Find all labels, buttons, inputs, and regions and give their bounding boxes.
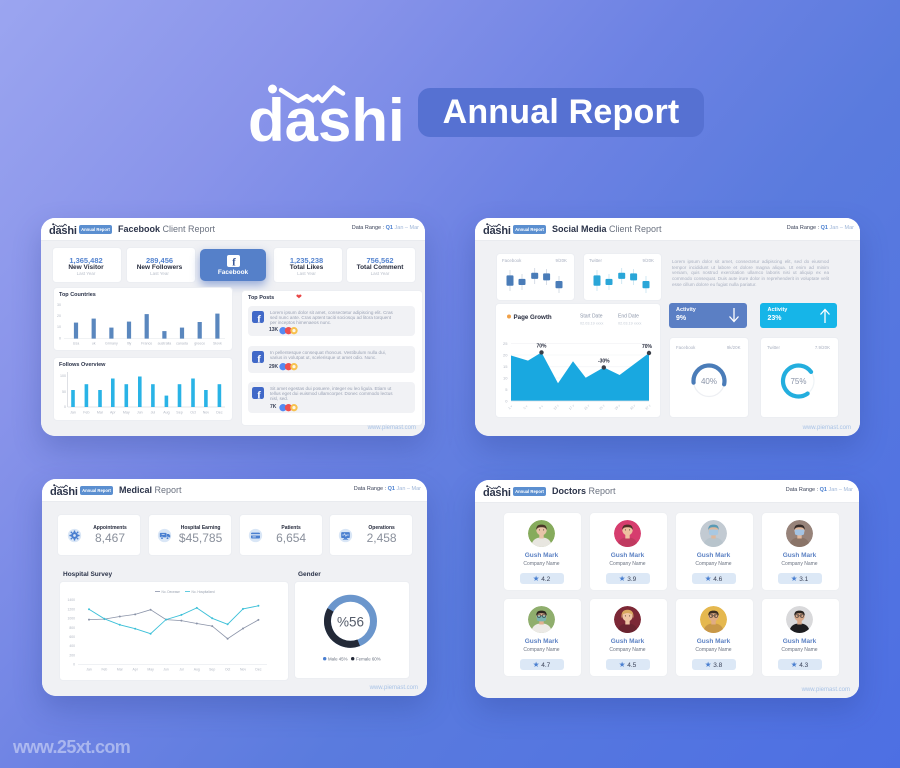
svg-text:7.9/20K: 7.9/20K bbox=[815, 345, 830, 350]
svg-text:Sep: Sep bbox=[176, 411, 182, 415]
svg-text:Apr: Apr bbox=[133, 667, 139, 671]
svg-text:Usa: Usa bbox=[73, 342, 79, 346]
svg-text:End Date: End Date bbox=[618, 314, 639, 320]
svg-text:25: 25 bbox=[503, 341, 508, 346]
svg-text:20: 20 bbox=[503, 353, 508, 358]
svg-text:70%: 70% bbox=[536, 344, 547, 350]
svg-text:Apr: Apr bbox=[110, 411, 116, 415]
svg-text:30: 30 bbox=[57, 303, 61, 307]
svg-text:40%: 40% bbox=[700, 377, 716, 386]
svg-text:10: 10 bbox=[503, 376, 508, 381]
svg-text:greece: greece bbox=[194, 342, 205, 346]
svg-text:Dec: Dec bbox=[255, 667, 261, 671]
svg-text:5: 5 bbox=[505, 387, 508, 392]
svg-text:Jan: Jan bbox=[70, 411, 76, 415]
svg-text:Twitter: Twitter bbox=[589, 258, 602, 263]
svg-text:No. Decease: No. Decease bbox=[162, 589, 181, 593]
svg-text:Facebook: Facebook bbox=[676, 345, 696, 350]
svg-text:15: 15 bbox=[503, 364, 508, 369]
svg-text:1000: 1000 bbox=[67, 616, 75, 620]
svg-text:400: 400 bbox=[69, 644, 75, 648]
svg-text:1400: 1400 bbox=[67, 598, 75, 602]
svg-text:Mar: Mar bbox=[117, 667, 124, 671]
svg-text:Oct: Oct bbox=[225, 667, 230, 671]
svg-text:5 v: 5 v bbox=[523, 404, 529, 410]
svg-text:0: 0 bbox=[64, 405, 66, 409]
svg-text:33 v: 33 v bbox=[629, 403, 636, 410]
svg-text:Male 45%: Male 45% bbox=[328, 656, 348, 661]
svg-text:Itly: Itly bbox=[127, 342, 132, 346]
svg-text:0: 0 bbox=[505, 399, 508, 404]
svg-text:Facebook: Facebook bbox=[502, 258, 522, 263]
svg-text:1200: 1200 bbox=[67, 607, 75, 611]
svg-text:Jun: Jun bbox=[137, 411, 143, 415]
svg-text:17 v: 17 v bbox=[568, 403, 575, 410]
svg-text:02.03.19 xxxx: 02.03.19 xxxx bbox=[618, 322, 642, 326]
svg-text:Female 60%: Female 60% bbox=[356, 656, 381, 661]
svg-text:Oct: Oct bbox=[190, 411, 196, 415]
svg-text:13 v: 13 v bbox=[553, 403, 560, 410]
svg-text:f: f bbox=[232, 256, 236, 267]
svg-text:Aug: Aug bbox=[194, 667, 200, 671]
svg-text:70%: 70% bbox=[642, 344, 653, 350]
svg-text:-30%: -30% bbox=[598, 359, 610, 365]
svg-text:100: 100 bbox=[60, 374, 66, 378]
svg-text:Sep: Sep bbox=[209, 667, 215, 671]
svg-text:800: 800 bbox=[69, 625, 75, 629]
svg-text:9/20K: 9/20K bbox=[643, 258, 655, 263]
svg-text:Jun: Jun bbox=[163, 667, 169, 671]
svg-text:Feb: Feb bbox=[101, 667, 107, 671]
svg-text:No. Hospitalized: No. Hospitalized bbox=[192, 589, 215, 593]
svg-text:%56: %56 bbox=[336, 614, 363, 629]
svg-text:Twitter: Twitter bbox=[767, 345, 780, 350]
svg-text:1 v: 1 v bbox=[507, 404, 513, 410]
svg-text:10: 10 bbox=[57, 325, 61, 329]
svg-text:02.03.19 xxxx: 02.03.19 xxxx bbox=[580, 322, 604, 326]
svg-text:May: May bbox=[123, 411, 130, 415]
svg-text:20: 20 bbox=[57, 314, 61, 318]
svg-text:Jan: Jan bbox=[86, 667, 92, 671]
svg-text:9/20K: 9/20K bbox=[556, 258, 568, 263]
svg-text:200: 200 bbox=[69, 653, 75, 657]
svg-text:Nov: Nov bbox=[203, 411, 210, 415]
svg-text:Feb: Feb bbox=[83, 411, 89, 415]
svg-text:0: 0 bbox=[73, 662, 75, 666]
svg-text:uk: uk bbox=[92, 342, 96, 346]
svg-text:0: 0 bbox=[59, 337, 61, 341]
svg-text:25 v: 25 v bbox=[599, 403, 606, 410]
svg-text:Aug: Aug bbox=[163, 411, 169, 415]
svg-text:Slovk: Slovk bbox=[213, 342, 222, 346]
svg-text:50: 50 bbox=[62, 390, 66, 394]
svg-text:9k/20K: 9k/20K bbox=[726, 345, 740, 350]
svg-text:Nov: Nov bbox=[240, 667, 246, 671]
svg-text:Dec: Dec bbox=[216, 411, 223, 415]
svg-text:9 v: 9 v bbox=[538, 404, 544, 410]
svg-text:Jul: Jul bbox=[151, 411, 156, 415]
svg-text:May: May bbox=[147, 667, 154, 671]
svg-text:Start Date: Start Date bbox=[580, 314, 603, 320]
svg-text:37 v: 37 v bbox=[644, 403, 651, 410]
svg-text:Mar: Mar bbox=[97, 411, 104, 415]
svg-text:australia: australia bbox=[158, 342, 172, 346]
svg-text:Page Growth: Page Growth bbox=[514, 314, 552, 321]
svg-text:France: France bbox=[141, 342, 152, 346]
svg-text:Grmany: Grmany bbox=[105, 342, 118, 346]
svg-text:75%: 75% bbox=[790, 377, 806, 386]
svg-text:canada: canada bbox=[176, 342, 188, 346]
svg-text:600: 600 bbox=[69, 635, 75, 639]
svg-text:21 v: 21 v bbox=[583, 403, 590, 410]
svg-text:Jul: Jul bbox=[179, 667, 184, 671]
svg-text:29 v: 29 v bbox=[614, 403, 621, 410]
